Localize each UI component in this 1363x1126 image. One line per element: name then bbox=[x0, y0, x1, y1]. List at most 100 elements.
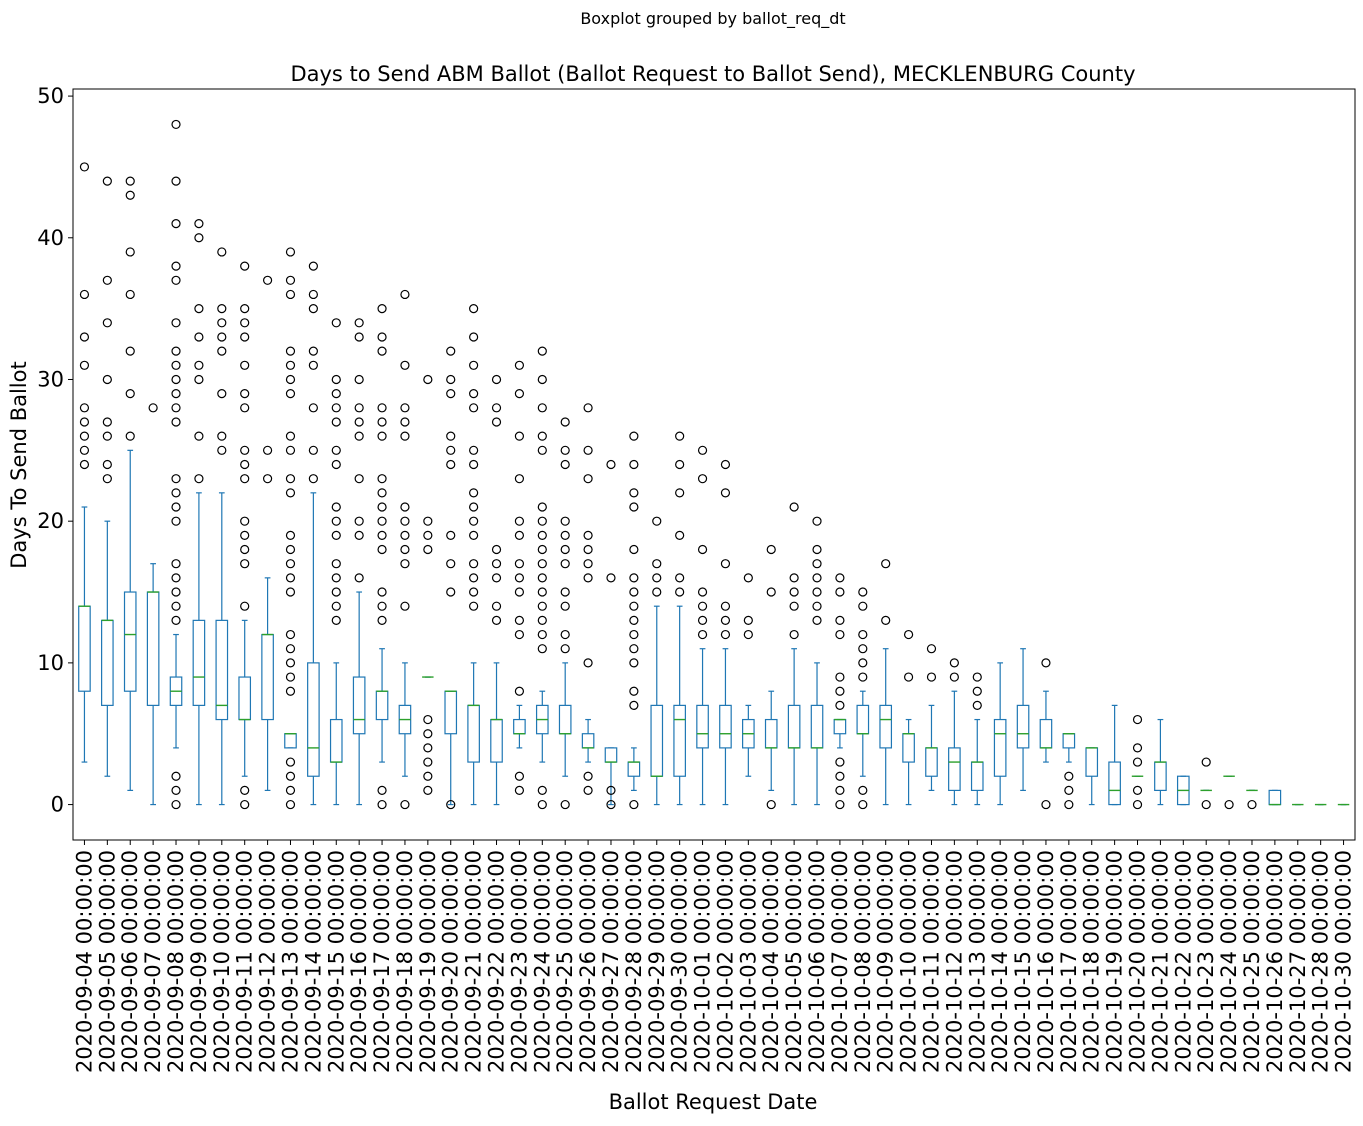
flier-point bbox=[354, 573, 364, 583]
x-tick-label: 2020-09-27 00:00:00 bbox=[599, 850, 623, 1073]
flier-point bbox=[446, 587, 456, 597]
flier-point bbox=[285, 389, 296, 399]
chart-title: Days to Send ABM Ballot (Ballot Request … bbox=[290, 62, 1135, 86]
flier-point bbox=[949, 672, 959, 682]
x-tick-label: 2020-09-30 00:00:00 bbox=[668, 850, 692, 1073]
flier-point bbox=[652, 587, 662, 597]
flier-point bbox=[812, 587, 822, 597]
flier-point bbox=[629, 573, 639, 583]
flier-point bbox=[491, 544, 502, 555]
box-group bbox=[1268, 789, 1282, 806]
box-group bbox=[810, 516, 824, 806]
box-group bbox=[879, 559, 893, 806]
flier-point bbox=[560, 544, 570, 555]
box-iqr bbox=[444, 690, 458, 735]
box-iqr bbox=[467, 704, 480, 763]
flier-point bbox=[560, 644, 570, 654]
flier-point bbox=[171, 799, 181, 810]
flier-point bbox=[835, 573, 845, 583]
flier-point bbox=[812, 615, 822, 625]
flier-point bbox=[285, 587, 296, 597]
flier-point bbox=[171, 785, 181, 796]
flier-point bbox=[240, 389, 250, 399]
flier-point bbox=[1132, 714, 1143, 725]
flier-point bbox=[171, 318, 181, 328]
flier-point bbox=[377, 601, 387, 611]
flier-point bbox=[514, 573, 525, 583]
flier-point bbox=[766, 587, 776, 597]
flier-point bbox=[491, 417, 502, 427]
box-iqr bbox=[856, 704, 870, 735]
flier-point bbox=[446, 346, 456, 356]
x-tick-label: 2020-09-19 00:00:00 bbox=[416, 850, 440, 1073]
flier-point bbox=[377, 417, 387, 427]
x-tick-label: 2020-10-01 00:00:00 bbox=[691, 850, 715, 1073]
box-group bbox=[238, 261, 252, 810]
flier-point bbox=[125, 431, 135, 441]
flier-point bbox=[125, 346, 135, 356]
flier-point bbox=[285, 289, 296, 300]
flier-point bbox=[812, 544, 822, 555]
box-iqr bbox=[1085, 747, 1099, 777]
flier-point bbox=[285, 544, 296, 555]
flier-point bbox=[308, 304, 318, 314]
flier-point bbox=[789, 629, 799, 640]
x-tick-label: 2020-09-21 00:00:00 bbox=[462, 850, 486, 1073]
flier-point bbox=[514, 559, 525, 569]
flier-point bbox=[469, 502, 479, 512]
flier-point bbox=[514, 360, 525, 370]
flier-point bbox=[446, 530, 456, 540]
box-group bbox=[398, 289, 412, 810]
flier-point bbox=[583, 658, 593, 668]
x-tick-label: 2020-10-27 00:00:00 bbox=[1286, 850, 1310, 1073]
x-tick-label: 2020-10-23 00:00:00 bbox=[1194, 850, 1218, 1073]
flier-point bbox=[491, 374, 502, 385]
flier-point bbox=[812, 516, 822, 526]
flier-point bbox=[446, 445, 456, 455]
y-tick-label: 30 bbox=[37, 367, 64, 391]
flier-point bbox=[240, 785, 250, 796]
flier-point bbox=[354, 474, 364, 484]
box-group bbox=[764, 544, 778, 810]
flier-point bbox=[583, 771, 593, 781]
flier-point bbox=[469, 445, 479, 455]
box-group bbox=[284, 247, 297, 810]
flier-point bbox=[102, 176, 112, 186]
x-tick-label: 2020-10-06 00:00:00 bbox=[805, 850, 829, 1073]
x-tick-label: 2020-09-08 00:00:00 bbox=[164, 850, 188, 1073]
flier-point bbox=[377, 332, 387, 342]
flier-point bbox=[560, 516, 570, 526]
flier-point bbox=[171, 559, 181, 569]
flier-point bbox=[812, 559, 822, 569]
x-tick-label: 2020-09-05 00:00:00 bbox=[95, 850, 119, 1073]
flier-point bbox=[469, 488, 479, 498]
x-tick-label: 2020-09-16 00:00:00 bbox=[347, 850, 371, 1073]
flier-point bbox=[331, 389, 341, 399]
flier-point bbox=[675, 530, 685, 540]
flier-point bbox=[652, 516, 662, 526]
flier-point bbox=[377, 403, 387, 413]
flier-point bbox=[423, 729, 433, 739]
flier-point bbox=[423, 714, 433, 725]
flier-point bbox=[102, 474, 112, 484]
box-group bbox=[856, 587, 870, 810]
flier-point bbox=[537, 544, 547, 555]
flier-point bbox=[720, 629, 731, 640]
flier-point bbox=[240, 332, 250, 342]
flier-point bbox=[217, 247, 227, 257]
flier-point bbox=[469, 403, 479, 413]
box-group bbox=[215, 247, 229, 806]
flier-point bbox=[377, 587, 387, 597]
flier-point bbox=[377, 615, 387, 625]
flier-point bbox=[514, 530, 525, 540]
box-group bbox=[490, 374, 503, 806]
flier-point bbox=[171, 346, 181, 356]
x-tick-label: 2020-10-21 00:00:00 bbox=[1148, 850, 1172, 1073]
flier-point bbox=[629, 615, 639, 625]
flier-point bbox=[652, 559, 662, 569]
flier-point bbox=[835, 700, 845, 710]
flier-point bbox=[972, 672, 982, 682]
flier-point bbox=[240, 360, 250, 370]
flier-point bbox=[308, 403, 318, 413]
flier-point bbox=[858, 587, 868, 597]
